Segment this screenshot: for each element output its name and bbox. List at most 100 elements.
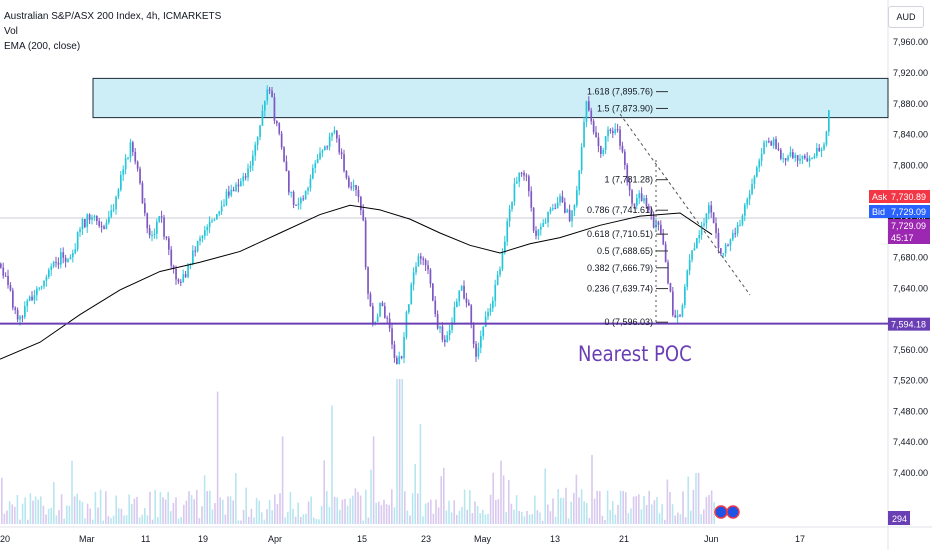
- volume-bar: [557, 489, 559, 524]
- currency-button[interactable]: AUD: [888, 6, 924, 28]
- candle-body: [266, 89, 269, 101]
- volume-bar: [518, 511, 520, 524]
- symbol-title: Australian S&P/ASX 200 Index, 4h, ICMARK…: [4, 11, 222, 22]
- candle-body: [828, 110, 830, 132]
- volume-bar: [196, 489, 198, 524]
- volume-bar: [463, 489, 466, 524]
- time-tick-label: Apr: [268, 534, 282, 544]
- candle-body: [434, 300, 437, 315]
- candle-body: [650, 209, 653, 215]
- volume-bar: [697, 472, 700, 524]
- volume-bar: [708, 494, 710, 524]
- ema-line: [0, 204, 713, 360]
- volume-bar: [495, 500, 497, 524]
- candle-body: [506, 221, 509, 242]
- candle-body: [628, 182, 631, 191]
- candle-body: [357, 189, 360, 197]
- candle-body: [160, 216, 163, 218]
- volume-bar: [679, 514, 682, 524]
- event-marker-icon[interactable]: [714, 505, 728, 519]
- candle-body: [808, 158, 811, 162]
- candle-body: [336, 130, 338, 139]
- volume-bar: [271, 510, 273, 524]
- volume-bar: [242, 510, 245, 524]
- volume-bar: [640, 509, 643, 524]
- volume-bar: [648, 490, 650, 524]
- candle-body: [756, 167, 758, 177]
- volume-bar: [409, 515, 411, 524]
- price-tick-label: 7,560.00: [893, 345, 928, 355]
- volume-bar: [263, 519, 266, 524]
- volume-indicator-label[interactable]: Vol: [4, 26, 18, 37]
- candle-body: [148, 228, 151, 236]
- candle-body: [117, 189, 120, 197]
- volume-bar: [292, 508, 294, 524]
- volume-bar: [180, 517, 182, 524]
- candle-body: [132, 142, 134, 153]
- volume-bar: [19, 519, 21, 524]
- close-price-tag: [888, 219, 930, 232]
- candle-body: [667, 262, 669, 284]
- volume-bar: [500, 460, 502, 524]
- bid-price-tag: [888, 205, 930, 218]
- candle-body: [228, 191, 230, 196]
- candle-body: [784, 158, 787, 161]
- candle-body: [393, 344, 396, 358]
- candle-body: [348, 177, 350, 187]
- time-tick-label: 11: [141, 534, 150, 544]
- volume-bar: [599, 491, 601, 524]
- volume-bar: [523, 516, 526, 524]
- ask-label-text: Ask: [872, 192, 888, 202]
- candle-body: [753, 176, 756, 184]
- volume-bar: [193, 499, 195, 524]
- volume-bar: [99, 489, 102, 524]
- candle-body: [108, 216, 110, 223]
- candle-body: [530, 191, 533, 208]
- candle-body: [669, 283, 672, 292]
- candle-body: [91, 217, 93, 220]
- candle-body: [448, 330, 451, 336]
- candle-body: [732, 233, 734, 240]
- candle-body: [492, 300, 494, 309]
- volume-bar: [664, 519, 666, 524]
- volume-bar: [536, 510, 539, 524]
- volume-bar: [34, 496, 37, 524]
- volume-bar: [79, 500, 81, 524]
- candle-body: [283, 147, 285, 162]
- candle-body: [170, 249, 173, 266]
- volume-bar: [209, 490, 211, 524]
- fib-level-label: 1 (7,781.28): [604, 175, 653, 185]
- candle-body: [52, 261, 55, 267]
- volume-bar: [112, 515, 115, 524]
- candle-body: [38, 287, 41, 289]
- candle-body: [564, 202, 566, 213]
- volume-bar: [53, 482, 55, 524]
- candle-body: [444, 339, 446, 343]
- candle-body: [501, 252, 504, 270]
- candle-body: [100, 225, 103, 227]
- event-marker-icon[interactable]: [726, 505, 740, 519]
- candle-body: [708, 205, 710, 214]
- candle-body: [780, 149, 782, 159]
- poc-label: Nearest POC: [578, 342, 692, 367]
- volume-bar: [539, 512, 541, 524]
- volume-bar: [120, 508, 123, 524]
- volume-bar: [411, 493, 414, 524]
- candle-body: [441, 326, 444, 340]
- candle-body: [612, 130, 614, 134]
- volume-bar: [625, 492, 627, 524]
- candle-body: [729, 239, 732, 246]
- ema-indicator-label[interactable]: EMA (200, close): [4, 41, 81, 52]
- candle-body: [499, 269, 501, 275]
- candle-body: [489, 308, 492, 312]
- volume-bar: [552, 498, 554, 524]
- candle-body: [369, 293, 372, 307]
- candle-body: [775, 139, 777, 149]
- volume-bar: [627, 513, 630, 524]
- time-tick-label: 15: [357, 534, 367, 544]
- candle-body: [312, 167, 314, 179]
- candle-body: [76, 232, 79, 250]
- volume-bar: [21, 503, 24, 524]
- candle-body: [523, 172, 525, 176]
